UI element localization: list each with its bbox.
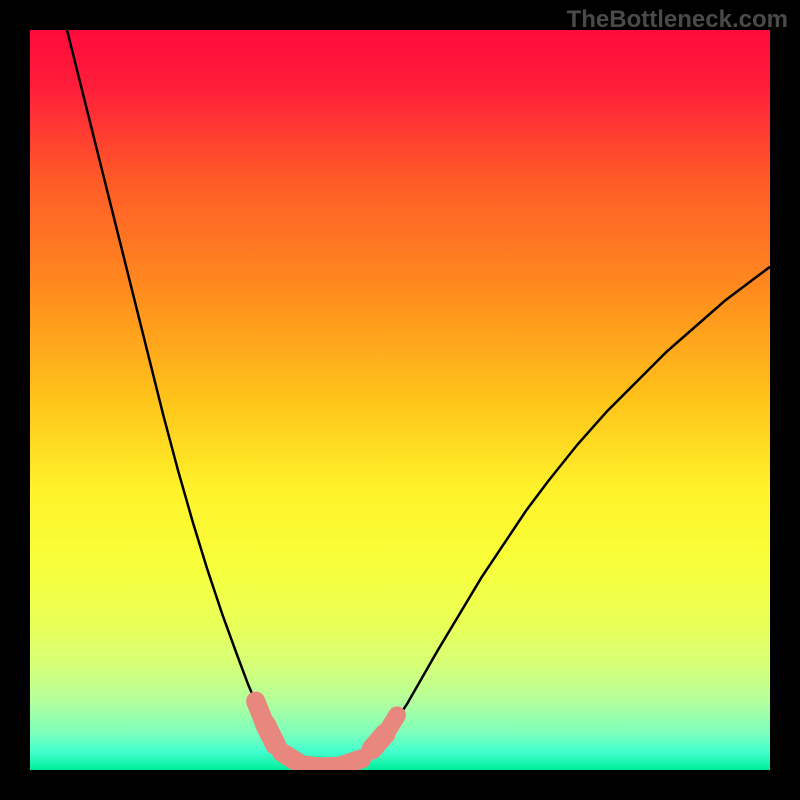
marker-segment xyxy=(265,724,275,745)
bottleneck-curve xyxy=(67,30,770,766)
chart-container: TheBottleneck.com xyxy=(0,0,800,800)
curve-svg xyxy=(30,30,770,770)
plot-area xyxy=(30,30,770,770)
marker-segment xyxy=(387,715,397,732)
marker-segment xyxy=(344,759,362,765)
